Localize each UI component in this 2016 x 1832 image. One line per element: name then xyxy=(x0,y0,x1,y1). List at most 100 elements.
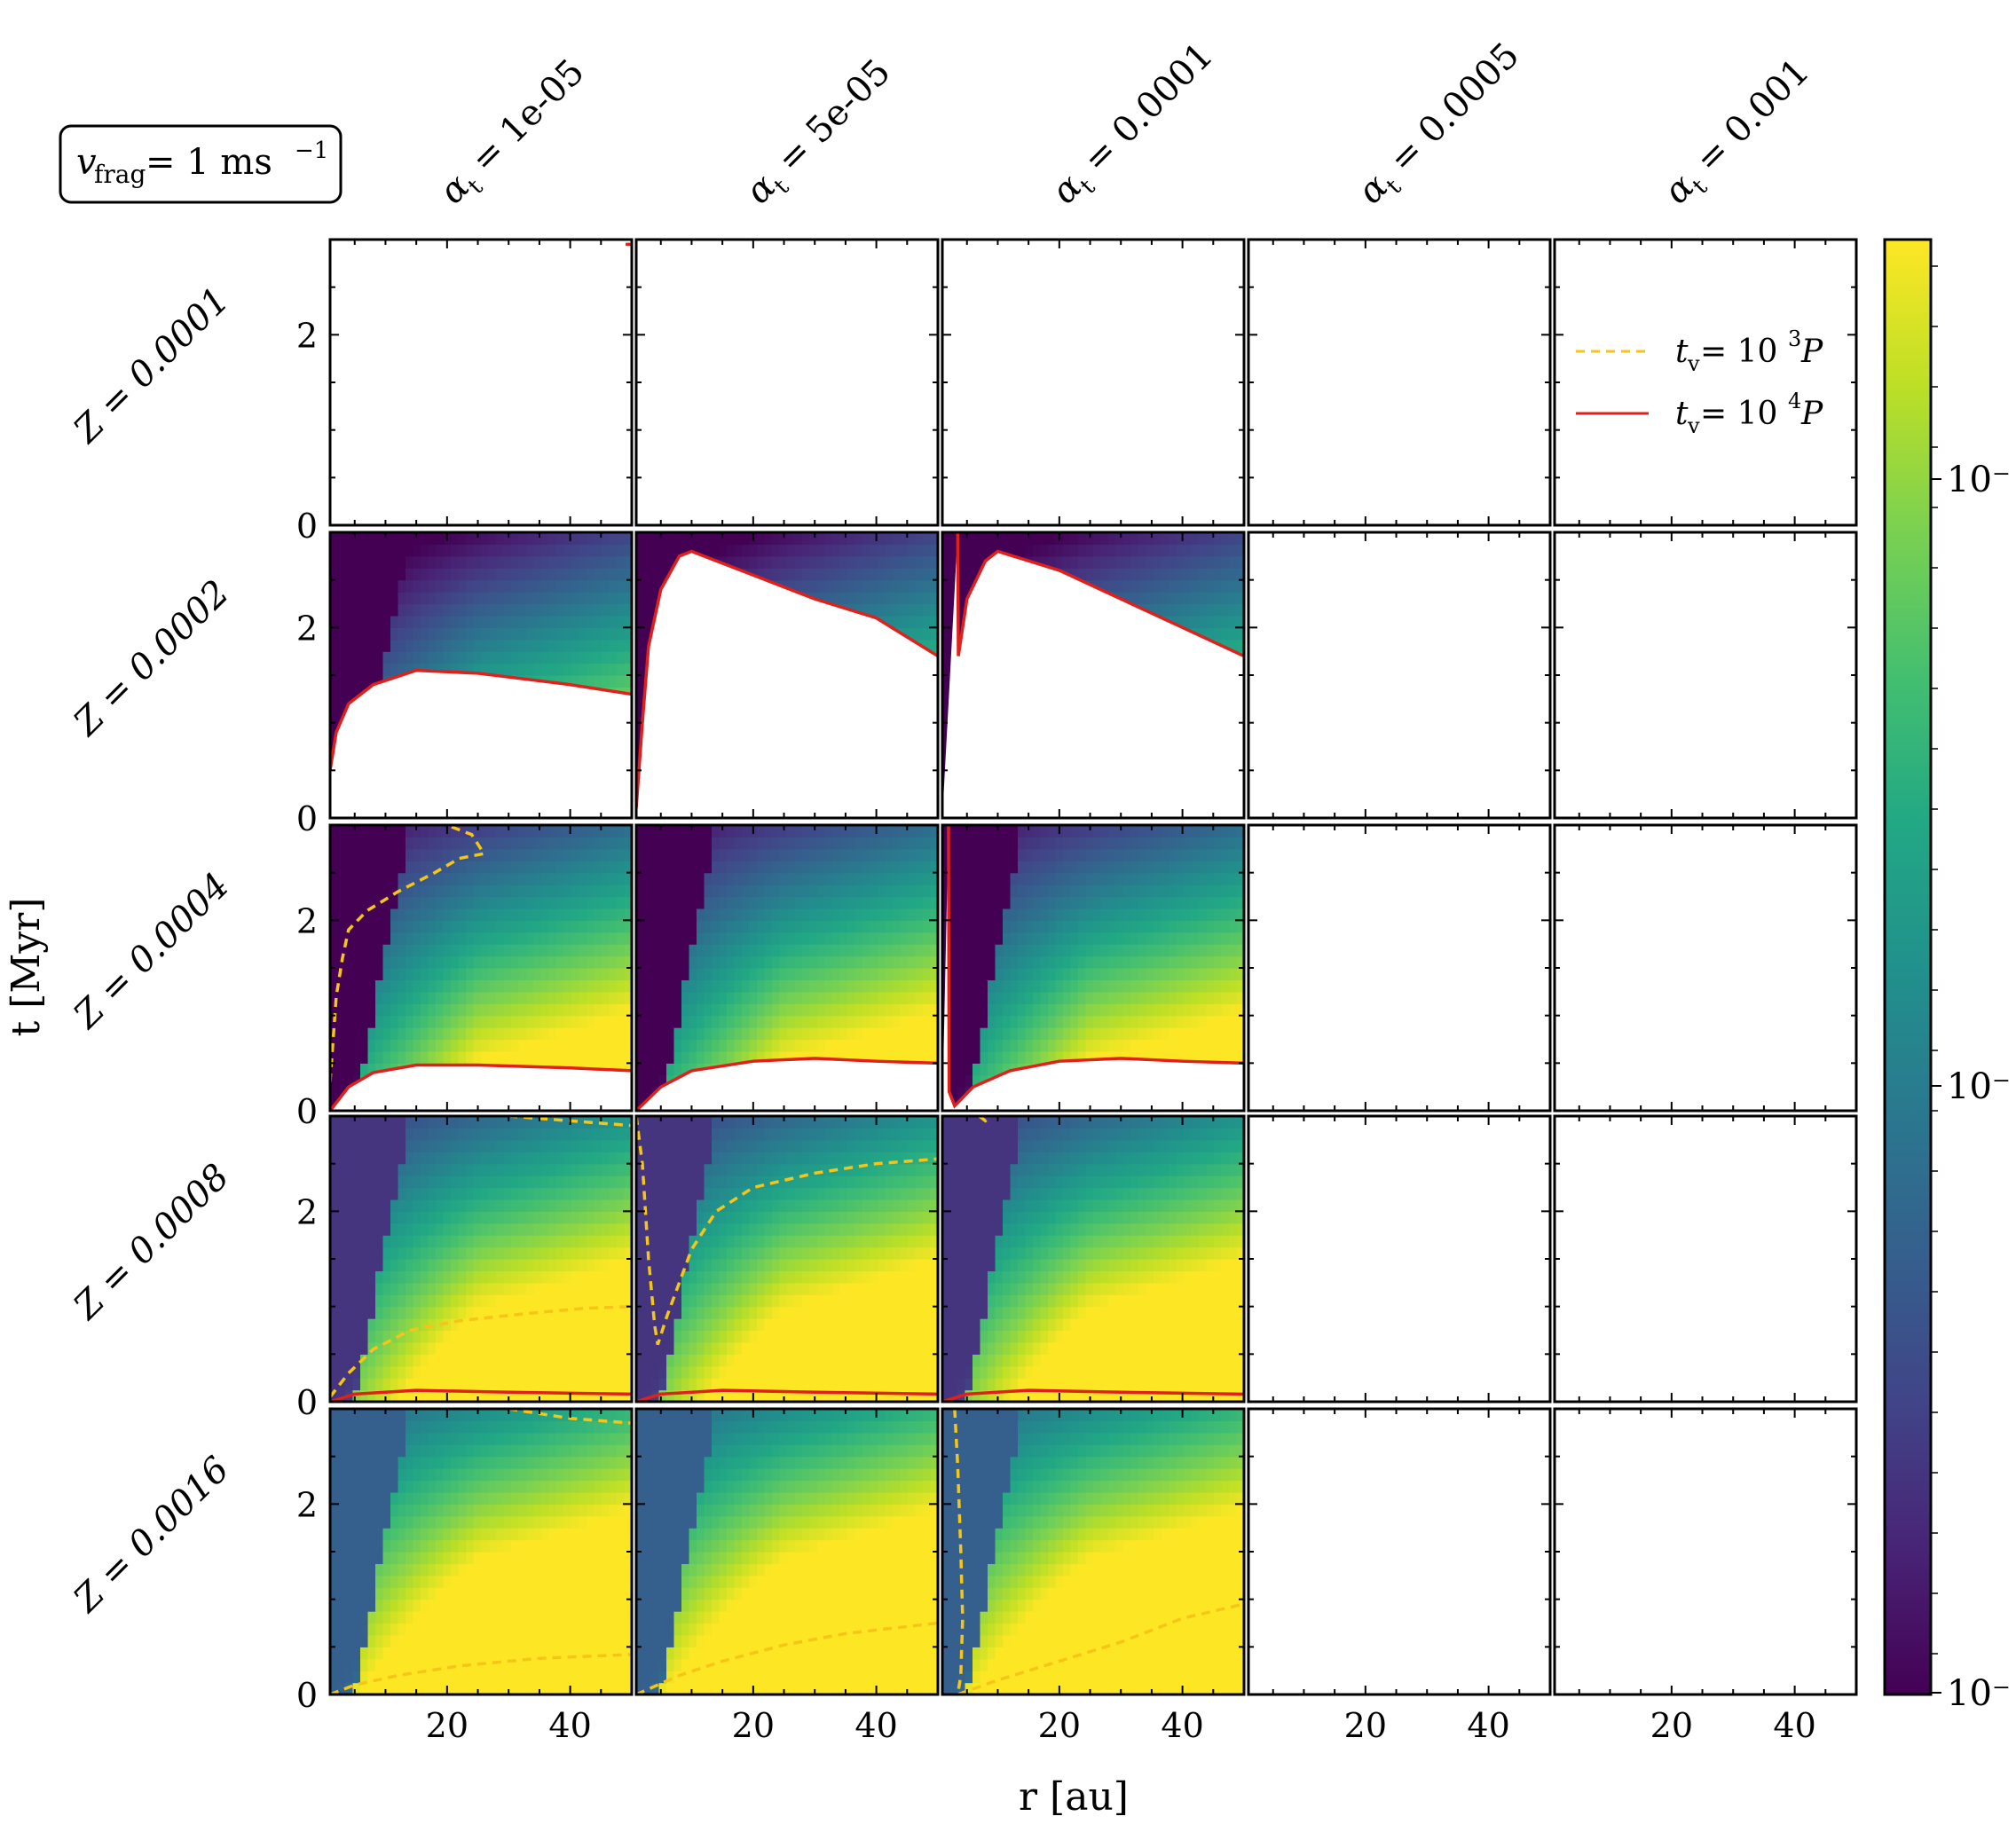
heatmap-cell xyxy=(772,908,781,921)
heatmap-cell xyxy=(1214,627,1223,641)
heatmap-cell xyxy=(824,932,833,945)
heatmap-cell xyxy=(563,579,572,593)
heatmap-cell xyxy=(643,1063,652,1076)
heatmap-cell xyxy=(360,872,369,885)
heatmap-cell xyxy=(473,885,482,898)
panel-frame xyxy=(634,238,940,527)
heatmap-cell xyxy=(847,568,856,581)
heatmap-cell xyxy=(375,1039,384,1052)
heatmap-cell xyxy=(571,861,580,874)
heatmap-cell xyxy=(451,991,460,1004)
heatmap-cell xyxy=(673,1050,682,1064)
masked-region xyxy=(330,670,632,818)
heatmap-cell xyxy=(406,603,414,617)
heatmap-cell xyxy=(390,872,399,885)
heatmap-cell xyxy=(734,1027,743,1041)
heatmap-cell xyxy=(518,568,527,581)
heatmap-cell xyxy=(609,968,618,981)
heatmap-cell xyxy=(942,698,951,712)
heatmap-cell xyxy=(847,1039,856,1052)
heatmap-cell xyxy=(772,1015,781,1028)
heatmap-cell xyxy=(832,920,841,933)
heatmap-cell xyxy=(541,861,550,874)
heatmap-cell xyxy=(602,825,610,838)
heatmap-cell xyxy=(643,825,652,838)
heatmap-cell xyxy=(824,1039,833,1052)
heatmap-cell xyxy=(587,861,595,874)
heatmap-cell xyxy=(832,825,841,838)
panel-frame xyxy=(328,238,634,527)
heatmap-cell xyxy=(594,991,602,1004)
heatmap-cell xyxy=(658,1074,667,1088)
heatmap-cell xyxy=(636,861,645,874)
heatmap-cell xyxy=(360,1015,369,1028)
heatmap-cell xyxy=(488,825,497,838)
heatmap-cell xyxy=(390,1003,399,1017)
heatmap-cell xyxy=(443,544,452,557)
heatmap-cell xyxy=(488,532,497,546)
heatmap-cell xyxy=(451,932,460,945)
heatmap-cell xyxy=(406,896,414,909)
heatmap-cell xyxy=(594,555,602,569)
panel-r1-c2 xyxy=(941,531,1246,820)
heatmap-cell xyxy=(390,663,399,676)
heatmap-cell xyxy=(749,1039,758,1052)
heatmap-cell xyxy=(526,544,535,557)
heatmap-cell xyxy=(428,920,437,933)
heatmap-cell xyxy=(563,592,572,605)
heatmap-cell xyxy=(757,896,766,909)
heatmap-cell xyxy=(681,1003,690,1017)
heatmap-cell xyxy=(481,848,490,861)
heatmap-cell xyxy=(689,920,697,933)
heatmap-cell xyxy=(742,968,751,981)
heatmap-cell xyxy=(636,532,645,546)
heatmap-cell xyxy=(541,908,550,921)
heatmap-cell xyxy=(779,872,788,885)
heatmap-cell xyxy=(488,885,497,898)
heatmap-cell xyxy=(367,896,376,909)
heatmap-cell xyxy=(428,872,437,885)
heatmap-cell xyxy=(817,1027,826,1041)
heatmap-cell xyxy=(624,920,632,933)
heatmap-cell xyxy=(511,825,520,838)
panel-r2-c0: 02 xyxy=(296,823,634,1131)
heatmap-cell xyxy=(571,908,580,921)
heatmap-cell xyxy=(451,825,460,838)
heatmap-cell xyxy=(862,532,871,546)
heatmap-cell xyxy=(885,579,894,593)
heatmap-cell xyxy=(526,532,535,546)
heatmap-cell xyxy=(436,1027,445,1041)
heatmap-cell xyxy=(1100,555,1109,569)
heatmap-cell xyxy=(742,908,751,921)
heatmap-cell xyxy=(749,908,758,921)
heatmap-cell xyxy=(602,675,610,688)
heatmap-cell xyxy=(541,555,550,569)
heatmap-cell xyxy=(824,1050,833,1064)
heatmap-cell xyxy=(473,932,482,945)
heatmap-cell xyxy=(900,544,909,557)
heatmap-cell xyxy=(617,663,626,676)
heatmap-cell xyxy=(579,908,587,921)
heatmap-cell xyxy=(352,579,361,593)
heatmap-cell xyxy=(915,544,924,557)
heatmap-cell xyxy=(526,955,535,969)
heatmap-cell xyxy=(779,944,788,957)
heatmap-cell xyxy=(382,872,391,885)
heatmap-cell xyxy=(643,1039,652,1052)
heatmap-cell xyxy=(787,968,796,981)
heatmap-cell xyxy=(719,1027,728,1041)
heatmap-cell xyxy=(481,603,490,617)
heatmap-cell xyxy=(1093,555,1102,569)
heatmap-cell xyxy=(742,555,751,569)
heatmap-cell xyxy=(337,991,346,1004)
heatmap-cell xyxy=(824,896,833,909)
heatmap-cell xyxy=(658,848,667,861)
heatmap-cell xyxy=(367,675,376,688)
heatmap-cell xyxy=(571,544,580,557)
heatmap-cell xyxy=(742,1003,751,1017)
heatmap-cell xyxy=(330,991,339,1004)
heatmap-cell xyxy=(443,896,452,909)
heatmap-cell xyxy=(749,920,758,933)
heatmap-cell xyxy=(779,1039,788,1052)
heatmap-cell xyxy=(345,615,354,628)
